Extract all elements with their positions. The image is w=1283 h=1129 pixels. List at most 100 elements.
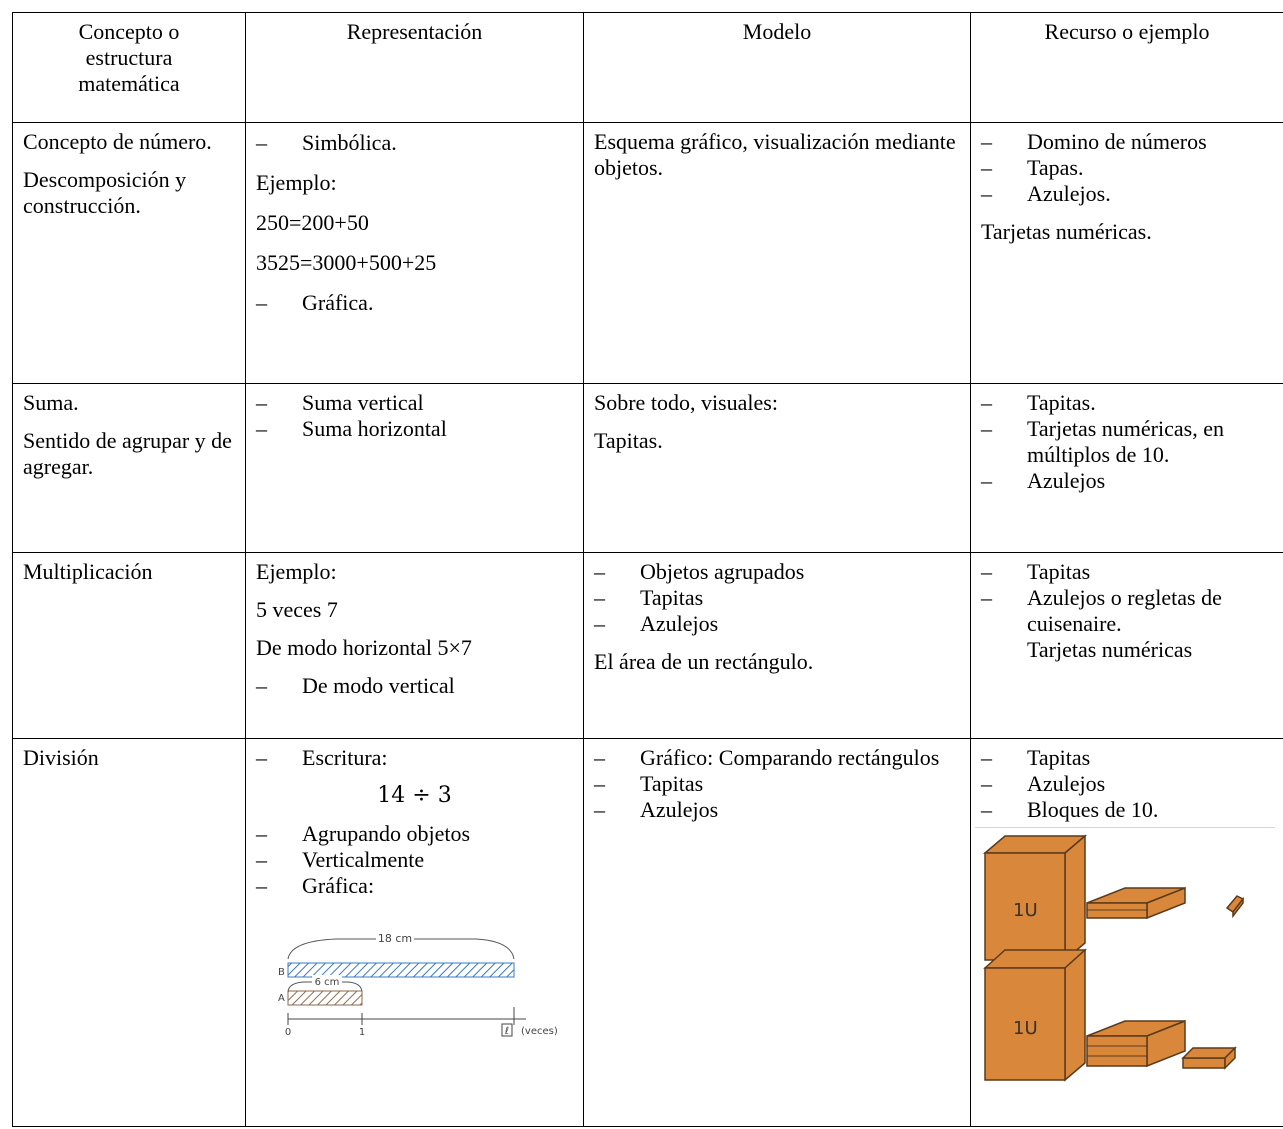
text: Ejemplo: xyxy=(256,170,337,195)
header-cell: Modelo xyxy=(583,12,971,123)
list: Suma verticalSuma horizontal xyxy=(256,390,573,442)
table: Concepto o estructura matemática Represe… xyxy=(12,12,1283,1127)
cell: División xyxy=(12,738,246,1127)
unit-label: (veces) xyxy=(521,1026,558,1037)
label: A xyxy=(278,993,285,1004)
item: Tapitas. xyxy=(981,390,1273,416)
item: Tapitas xyxy=(594,585,960,611)
bar xyxy=(287,990,363,1006)
text: 5 veces 7 xyxy=(256,597,338,622)
item: Gráfico: Comparando rectángulos xyxy=(594,745,960,771)
formula: 14 ÷ 3 xyxy=(377,783,452,808)
text: Sobre todo, visuales: xyxy=(594,390,778,415)
box xyxy=(501,1023,513,1037)
label-bg xyxy=(376,931,414,945)
item: Agrupando objetos xyxy=(256,821,573,847)
item: Suma horizontal xyxy=(256,416,573,442)
list: Gráfico: Comparando rectángulosTapitasAz… xyxy=(594,745,960,823)
cell: Gráfico: Comparando rectángulosTapitasAz… xyxy=(583,738,971,1127)
item: Gráfica: xyxy=(256,873,573,899)
label: 18 cm xyxy=(378,932,412,945)
text: Suma. xyxy=(23,390,79,415)
row: Concepto de número. Descomposición y cons… xyxy=(12,122,1283,384)
list: Objetos agrupadosTapitasAzulejos xyxy=(594,559,960,637)
item: De modo vertical xyxy=(256,673,573,699)
item: Azulejos xyxy=(981,771,1273,797)
item: Verticalmente xyxy=(256,847,573,873)
bar-diagram: 18 cm B 6 cm A 0 1 ℓ (veces) xyxy=(278,931,558,1037)
text: Sentido de agrupar y de agregar. xyxy=(23,428,232,479)
label-bg xyxy=(312,975,342,987)
header-cell: Representación xyxy=(245,12,584,123)
cell: Tapitas.Tarjetas numéricas, en múltiplos… xyxy=(970,383,1283,553)
item: Tapitas xyxy=(981,745,1273,771)
cell: Sobre todo, visuales: Tapitas. xyxy=(583,383,971,553)
cell: TapitasAzulejos o regletas de cuisenaire… xyxy=(970,552,1283,739)
list: Gráfica. xyxy=(256,289,573,317)
list: De modo vertical xyxy=(256,673,573,699)
cell: TapitasAzulejosBloques de 10. 1U 1U xyxy=(970,738,1283,1127)
header-cell: Concepto o estructura matemática xyxy=(12,12,246,123)
cell: Escritura: 14 ÷ 3 Agrupando objetosVerti… xyxy=(245,738,584,1127)
item: Gráfica. xyxy=(256,289,573,317)
list: TapitasAzulejos o regletas de cuisenaire… xyxy=(981,559,1273,637)
item: Azulejos o regletas de cuisenaire. xyxy=(981,585,1273,637)
text: Multiplicación xyxy=(23,559,153,584)
item: Azulejos. xyxy=(981,181,1273,207)
block-label: 1U xyxy=(1013,1018,1038,1039)
list: Domino de númerosTapas.Azulejos. xyxy=(981,129,1273,207)
header-text: Concepto o estructura matemática xyxy=(78,19,180,96)
item: Tapitas xyxy=(594,771,960,797)
row: División Escritura: 14 ÷ 3 Agrupando obj… xyxy=(12,738,1283,1127)
header-cell: Recurso o ejemplo xyxy=(970,12,1283,123)
base-ten-blocks: 1U 1U xyxy=(975,827,1275,1082)
item: Azulejos xyxy=(981,468,1273,494)
tick-label: 0 xyxy=(285,1027,291,1037)
text: Esquema gráfico, visualización mediante … xyxy=(594,129,956,180)
text: Tarjetas numéricas xyxy=(1027,637,1193,662)
list: Tapitas.Tarjetas numéricas, en múltiplos… xyxy=(981,390,1273,494)
item: Objetos agrupados xyxy=(594,559,960,585)
cell: Concepto de número. Descomposición y cons… xyxy=(12,122,246,384)
list: Simbólica. xyxy=(256,129,573,157)
bar xyxy=(287,962,515,978)
tick-label: 1 xyxy=(359,1027,365,1037)
item: Domino de números xyxy=(981,129,1273,155)
item: Suma vertical xyxy=(256,390,573,416)
item: Tapas. xyxy=(981,155,1273,181)
cell: Domino de númerosTapas.Azulejos. Tarjetas… xyxy=(970,122,1283,384)
header-row: Concepto o estructura matemática Represe… xyxy=(12,12,1283,123)
cell: Suma. Sentido de agrupar y de agregar. xyxy=(12,383,246,553)
list: TapitasAzulejosBloques de 10. xyxy=(981,745,1273,823)
cell: Multiplicación xyxy=(12,552,246,739)
row: Multiplicación Ejemplo: 5 veces 7 De mod… xyxy=(12,552,1283,739)
text: De modo horizontal 5×7 xyxy=(256,635,472,660)
cell: Simbólica. Ejemplo: 250=200+50 3525=3000… xyxy=(245,122,584,384)
text: Tarjetas numéricas. xyxy=(981,219,1152,244)
list: Agrupando objetosVerticalmenteGráfica: xyxy=(256,821,573,899)
text: División xyxy=(23,745,99,770)
item: Simbólica. xyxy=(256,129,573,157)
tick-label: ℓ xyxy=(505,1026,509,1037)
cell: Esquema gráfico, visualización mediante … xyxy=(583,122,971,384)
row: Suma. Sentido de agrupar y de agregar. Su… xyxy=(12,383,1283,553)
item: Tapitas xyxy=(981,559,1273,585)
item: Tarjetas numéricas, en múltiplos de 10. xyxy=(981,416,1273,468)
text: El área de un rectángulo. xyxy=(594,649,814,674)
text: Tapitas. xyxy=(594,428,663,453)
cell: Ejemplo: 5 veces 7 De modo horizontal 5×… xyxy=(245,552,584,739)
item: Bloques de 10. xyxy=(981,797,1273,823)
cell: Objetos agrupadosTapitasAzulejos El área … xyxy=(583,552,971,739)
text: Ejemplo: xyxy=(256,559,337,584)
item: Escritura: xyxy=(256,745,573,771)
label: 6 cm xyxy=(315,977,340,988)
block-label: 1U xyxy=(1013,900,1038,921)
item: Azulejos xyxy=(594,611,960,637)
text: Concepto de número. xyxy=(23,129,212,154)
text: 250=200+50 xyxy=(256,210,369,235)
list: Escritura: xyxy=(256,745,573,771)
item: Azulejos xyxy=(594,797,960,823)
cell: Suma verticalSuma horizontal xyxy=(245,383,584,553)
